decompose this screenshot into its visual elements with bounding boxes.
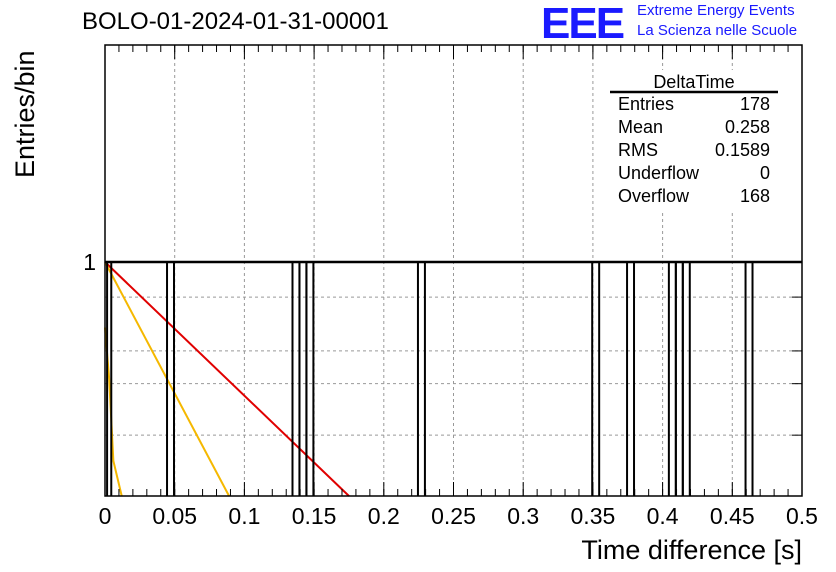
stats-row-label: Mean bbox=[618, 117, 663, 137]
x-tick-label: 0 bbox=[99, 503, 112, 529]
x-tick-label: 0.4 bbox=[647, 503, 679, 529]
stats-box: DeltaTime Entries 178 Mean 0.258 RMS 0.1589 Un… bbox=[608, 70, 778, 212]
x-axis-label: Time difference [s] bbox=[581, 535, 802, 565]
x-tick-label: 0.35 bbox=[571, 503, 616, 529]
x-tick-label: 0.3 bbox=[507, 503, 539, 529]
eee-logo: EEE bbox=[541, 0, 625, 48]
run-title: BOLO-01-2024-01-31-00001 bbox=[82, 8, 389, 35]
x-tick-label: 0.2 bbox=[368, 503, 400, 529]
stats-row-value: 178 bbox=[740, 94, 770, 114]
org-name-line2: La Scienza nelle Scuole bbox=[637, 22, 798, 39]
y-axis-label: Entries/bin bbox=[10, 50, 40, 178]
x-tick-label: 0.25 bbox=[431, 503, 476, 529]
stats-row-label: Entries bbox=[618, 94, 674, 114]
stats-row-label: RMS bbox=[618, 140, 658, 160]
x-tick-label: 0.5 bbox=[786, 503, 818, 529]
stats-row-value: 0.1589 bbox=[715, 140, 770, 160]
stats-row-label: Underflow bbox=[618, 163, 700, 183]
stats-row-value: 0 bbox=[760, 163, 770, 183]
stats-title: DeltaTime bbox=[653, 72, 734, 92]
x-axis-ticks: 0 0.05 0.1 0.15 0.2 0.25 0.3 0.35 0.4 0.45 0.5 bbox=[99, 45, 818, 529]
x-tick-label: 0.15 bbox=[292, 503, 337, 529]
x-tick-label: 0.05 bbox=[152, 503, 197, 529]
stats-row-value: 168 bbox=[740, 186, 770, 206]
x-tick-label: 0.1 bbox=[228, 503, 260, 529]
grid-lines bbox=[105, 45, 802, 496]
stats-row-value: 0.258 bbox=[725, 117, 770, 137]
stats-row-label: Overflow bbox=[618, 186, 690, 206]
fit-curve bbox=[104, 261, 350, 497]
org-name-line1: Extreme Energy Events bbox=[637, 2, 795, 19]
y-axis-ticks: 1 bbox=[83, 249, 802, 436]
histogram-bars bbox=[105, 260, 802, 496]
y-tick-label: 1 bbox=[83, 249, 96, 275]
x-tick-label: 0.45 bbox=[710, 503, 755, 529]
